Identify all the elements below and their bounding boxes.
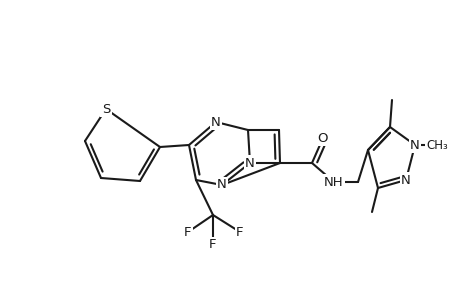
Text: N: N — [400, 173, 410, 187]
Text: N: N — [409, 139, 419, 152]
Text: NH: NH — [324, 176, 343, 188]
Text: O: O — [317, 131, 328, 145]
Text: F: F — [209, 238, 216, 251]
Text: CH₃: CH₃ — [425, 139, 447, 152]
Text: F: F — [236, 226, 243, 238]
Text: N: N — [245, 157, 254, 169]
Text: F: F — [184, 226, 191, 238]
Text: N: N — [211, 116, 220, 128]
Text: S: S — [101, 103, 110, 116]
Text: N: N — [217, 178, 226, 191]
